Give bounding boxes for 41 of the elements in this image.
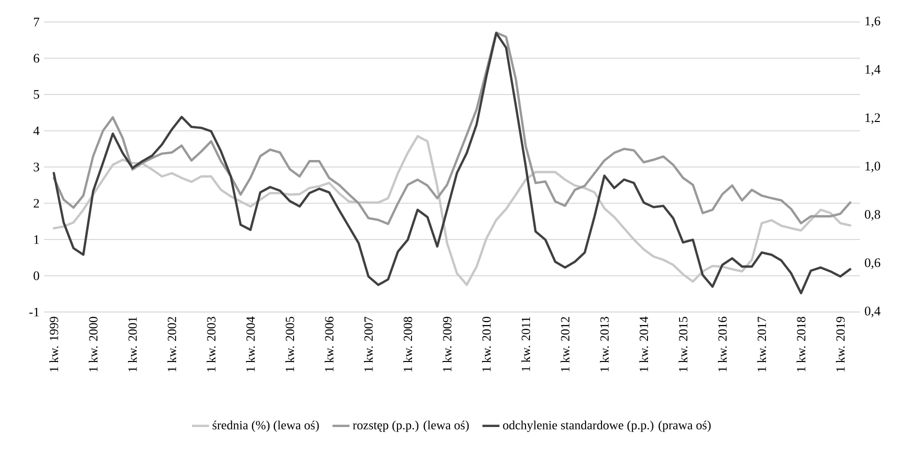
y-tick-label: 1 <box>34 235 39 244</box>
y2-tick-label: 1,4 <box>866 65 880 76</box>
x-tick-label: 1 kw. 2014 <box>639 316 648 372</box>
x-tick-label: 1 kw. 2019 <box>836 316 845 372</box>
x-tick-label: 1 kw. 2007 <box>364 316 373 372</box>
y2-tick-label: 0,4 <box>864 306 880 318</box>
x-tick-label: 1 kw. 2004 <box>246 316 255 372</box>
x-tick-label: 1 kw. 2017 <box>757 316 766 372</box>
x-tick-label: 1 kw. 2016 <box>718 316 727 372</box>
legend-label: rozstęp (p.p.) (lewa oś) <box>352 420 469 432</box>
x-tick-label: 1 kw. 1999 <box>49 316 58 372</box>
x-tick-label: 1 kw. 2003 <box>206 316 216 372</box>
legend-label: średnia (%) (lewa oś) <box>212 420 319 432</box>
x-tick-label: 1 kw. 2015 <box>678 316 688 372</box>
x-tick-label: 1 kw. 2002 <box>167 317 176 372</box>
y-tick-label: 7 <box>34 18 40 26</box>
y2-tick-label: 1,2 <box>866 113 880 124</box>
x-tick-label: 1 kw. 2009 <box>442 316 452 372</box>
x-tick-label: 1 kw. 2018 <box>796 316 806 372</box>
x-tick-label: 1 kw. 2013 <box>600 316 609 372</box>
y-tick-label: 0 <box>34 271 40 280</box>
y-tick-label: 5 <box>34 90 40 99</box>
y-tick-label: 3 <box>34 162 40 172</box>
x-tick-label: 1 kw. 2005 <box>285 316 294 372</box>
y2-tick-label: 1,0 <box>866 162 880 172</box>
x-tick-label: 1 kw. 2000 <box>88 316 98 372</box>
x-tick-label: 1 kw. 2011 <box>521 317 530 371</box>
x-tick-label: 1 kw. 2010 <box>482 316 491 372</box>
y2-tick-label: 0,6 <box>864 258 880 269</box>
x-tick-label: 1 kw. 2001 <box>128 317 137 372</box>
x-tick-label: 1 kw. 2006 <box>324 316 334 372</box>
x-tick-label: 1 kw. 2012 <box>560 317 570 372</box>
y-tick-label: 6 <box>34 54 40 63</box>
y-tick-label: 2 <box>34 198 39 208</box>
line-series <box>52 32 852 294</box>
y2-tick-label: 1,6 <box>866 16 880 28</box>
y-tick-label: -1 <box>29 308 39 316</box>
y-tick-label: 4 <box>33 126 40 136</box>
legend-label: odchylenie standardowe (p.p.) (prawa oś) <box>503 420 711 432</box>
y2-tick-label: 0,8 <box>864 210 880 221</box>
x-tick-label: 1 kw. 2008 <box>403 316 412 372</box>
